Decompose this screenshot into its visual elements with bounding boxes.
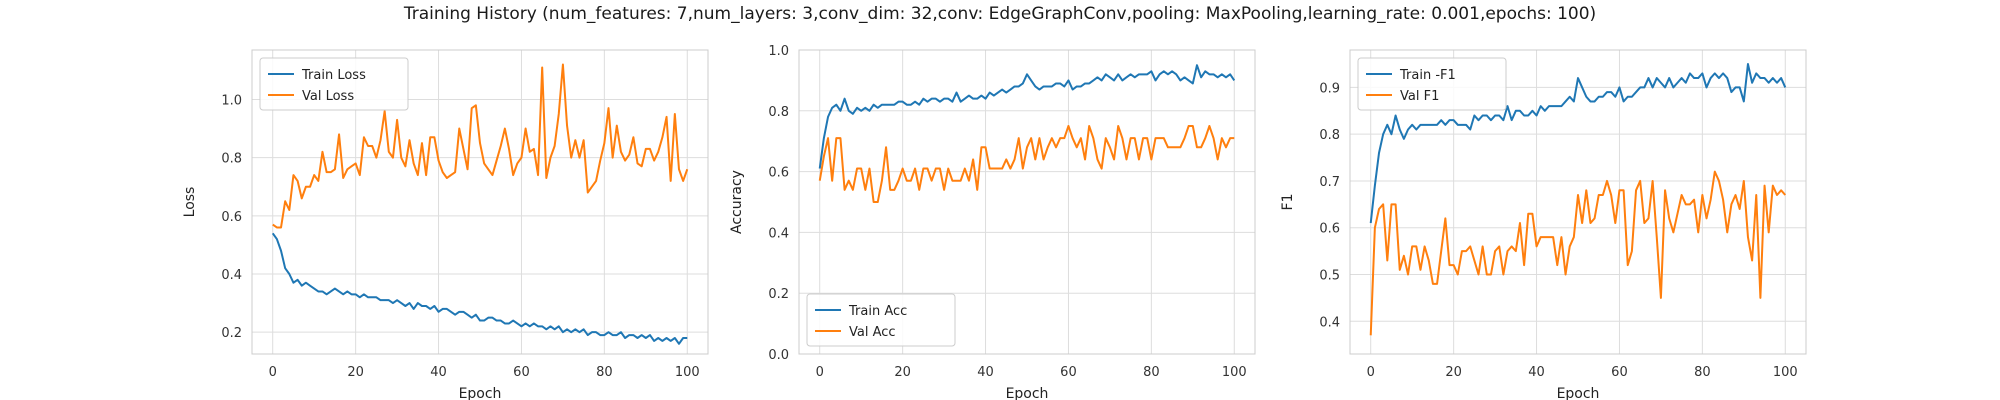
- x-tick-label: 0: [1367, 365, 1375, 380]
- y-tick-label: 0.9: [1319, 81, 1340, 96]
- y-tick-label: 0.5: [1319, 268, 1340, 283]
- y-tick-label: 0.0: [768, 348, 789, 363]
- y-axis-label: Loss: [182, 187, 198, 218]
- plot-frame: [251, 49, 709, 355]
- y-tick-label: 1.0: [768, 44, 789, 59]
- chart-panel-3: 0 20 40 60 80 100 0.4 0.5 0.6 0.7 0.8 0.9 Epoch F1 Tra…: [1280, 49, 1807, 400]
- series-line-train-f1: [1369, 63, 1787, 224]
- series-line-val-loss: [272, 63, 689, 229]
- legend-box: [806, 293, 956, 347]
- x-tick-label: 40: [430, 365, 447, 380]
- x-tick-label: 60: [1060, 365, 1077, 380]
- y-tick-label: 0.8: [1319, 128, 1340, 143]
- series-line-val-f1: [1369, 170, 1787, 336]
- series-line-val-acc: [818, 125, 1235, 203]
- x-tick-label: 0: [269, 365, 277, 380]
- y-tick-label: 0.2: [221, 326, 242, 341]
- legend-label: Train Loss: [301, 68, 366, 83]
- series-line-train-loss: [271, 232, 688, 345]
- y-tick-label: 0.4: [1319, 315, 1340, 330]
- y-tick-label: 0.8: [768, 105, 789, 120]
- legend-box: [259, 57, 409, 111]
- legend: Train Loss Val Loss: [259, 57, 409, 111]
- legend-label: Train -F1: [1399, 68, 1456, 83]
- x-axis-label: Epoch: [1006, 386, 1049, 400]
- y-tick-label: 0.4: [221, 268, 242, 283]
- x-tick-label: 20: [894, 365, 911, 380]
- x-tick-label: 80: [596, 365, 613, 380]
- x-tick-label: 40: [1528, 365, 1545, 380]
- x-tick-label: 80: [1143, 365, 1160, 380]
- chart-panel-2: 0 20 40 60 80 100 0.0 0.2 0.4 0.6 0.8 1.0 Epoch Accur…: [729, 44, 1256, 400]
- legend-box: [1357, 57, 1507, 111]
- x-tick-label: 100: [1222, 365, 1247, 380]
- legend-label: Val F1: [1400, 89, 1439, 104]
- legend-label: Train Acc: [848, 304, 907, 319]
- x-tick-label: 80: [1694, 365, 1711, 380]
- chart-panel-1: 0 20 40 60 80 100 0.2 0.4 0.6 0.8 1.0 Epoch Loss Trai…: [182, 49, 709, 400]
- y-tick-label: 0.2: [768, 287, 789, 302]
- y-axis-label: Accuracy: [729, 170, 745, 234]
- legend: Train -F1 Val F1: [1357, 57, 1507, 111]
- x-axis-label: Epoch: [1557, 386, 1600, 400]
- legend-label: Val Acc: [849, 325, 896, 340]
- x-axis-label: Epoch: [459, 386, 502, 400]
- x-tick-label: 60: [513, 365, 530, 380]
- y-tick-label: 0.7: [1319, 175, 1340, 190]
- y-tick-label: 0.4: [768, 226, 789, 241]
- x-tick-label: 100: [1773, 365, 1798, 380]
- y-tick-label: 0.6: [768, 166, 789, 181]
- x-tick-label: 40: [977, 365, 994, 380]
- series-line-train-acc: [818, 64, 1236, 169]
- y-tick-label: 0.6: [221, 210, 242, 225]
- x-tick-label: 0: [816, 365, 824, 380]
- x-tick-label: 100: [675, 365, 700, 380]
- legend: Train Acc Val Acc: [806, 293, 956, 347]
- plot-frame: [798, 49, 1256, 355]
- legend-label: Val Loss: [302, 89, 354, 104]
- plot-frame: [1349, 49, 1807, 355]
- y-axis-label: F1: [1280, 194, 1296, 211]
- x-tick-label: 20: [1445, 365, 1462, 380]
- y-tick-label: 1.0: [221, 93, 242, 108]
- x-tick-label: 60: [1611, 365, 1628, 380]
- x-tick-label: 20: [347, 365, 364, 380]
- y-tick-label: 0.8: [221, 152, 242, 167]
- figure-title: Training History (num_features: 7,num_la…: [403, 4, 1597, 24]
- y-tick-label: 0.6: [1319, 222, 1340, 237]
